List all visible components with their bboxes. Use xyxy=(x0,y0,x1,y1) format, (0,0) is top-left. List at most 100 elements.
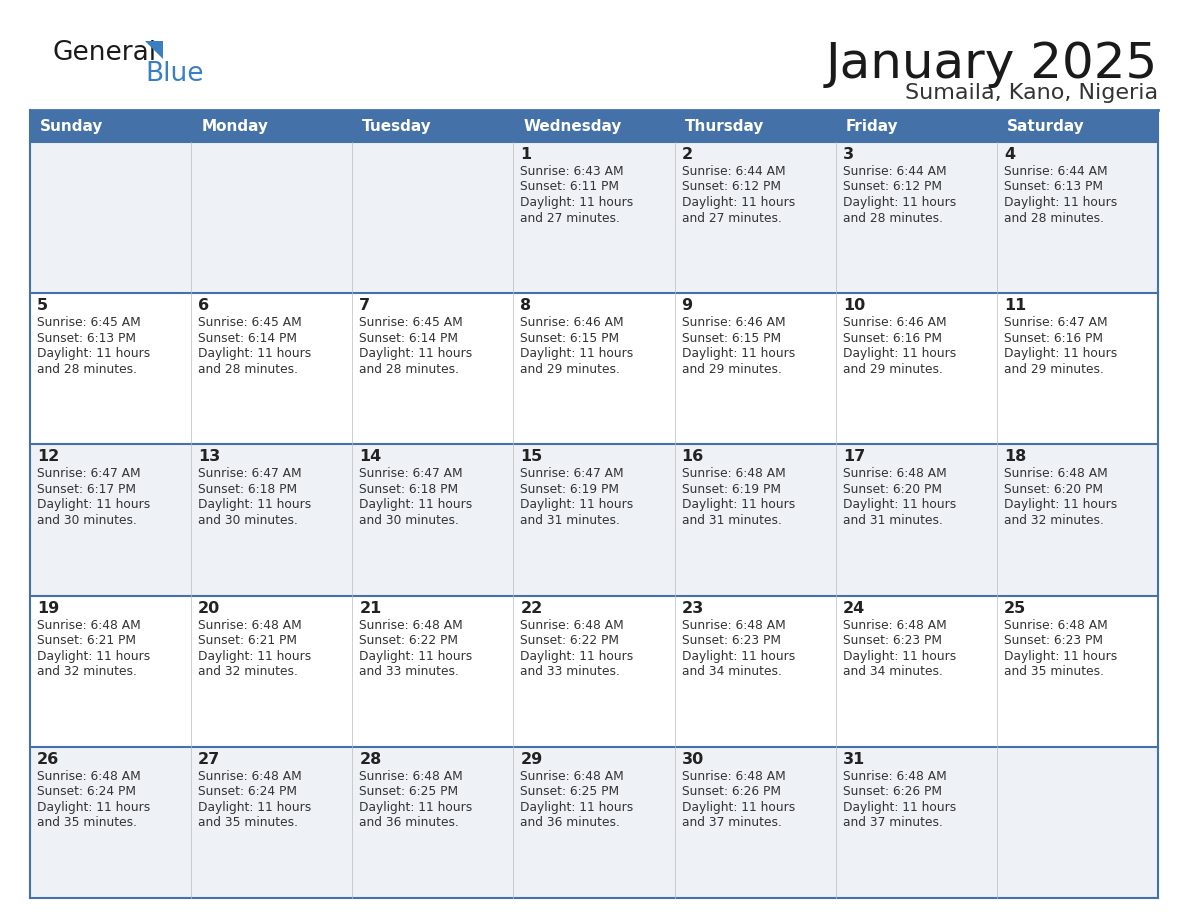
Text: Sunset: 6:12 PM: Sunset: 6:12 PM xyxy=(842,181,942,194)
Text: Daylight: 11 hours: Daylight: 11 hours xyxy=(842,650,956,663)
Text: Sunrise: 6:48 AM: Sunrise: 6:48 AM xyxy=(842,619,947,632)
Text: Sunset: 6:19 PM: Sunset: 6:19 PM xyxy=(520,483,619,496)
Text: Daylight: 11 hours: Daylight: 11 hours xyxy=(842,196,956,209)
Text: Sunset: 6:18 PM: Sunset: 6:18 PM xyxy=(359,483,459,496)
Text: 22: 22 xyxy=(520,600,543,616)
Text: and 31 minutes.: and 31 minutes. xyxy=(682,514,782,527)
Text: and 27 minutes.: and 27 minutes. xyxy=(520,211,620,225)
Text: and 31 minutes.: and 31 minutes. xyxy=(842,514,942,527)
Text: Sunset: 6:19 PM: Sunset: 6:19 PM xyxy=(682,483,781,496)
Text: Blue: Blue xyxy=(145,61,203,87)
Polygon shape xyxy=(145,41,163,59)
Text: Sunrise: 6:48 AM: Sunrise: 6:48 AM xyxy=(682,619,785,632)
Text: Sunrise: 6:47 AM: Sunrise: 6:47 AM xyxy=(198,467,302,480)
Bar xyxy=(513,142,675,293)
Text: 6: 6 xyxy=(198,298,209,313)
Text: Daylight: 11 hours: Daylight: 11 hours xyxy=(682,800,795,813)
Text: and 28 minutes.: and 28 minutes. xyxy=(37,363,137,375)
Text: 8: 8 xyxy=(520,298,531,313)
Bar xyxy=(835,110,997,142)
Text: 30: 30 xyxy=(682,752,703,767)
Text: and 35 minutes.: and 35 minutes. xyxy=(198,816,298,829)
Text: Daylight: 11 hours: Daylight: 11 hours xyxy=(682,347,795,360)
Text: Sunrise: 6:48 AM: Sunrise: 6:48 AM xyxy=(198,619,302,632)
Text: 24: 24 xyxy=(842,600,865,616)
Bar xyxy=(30,747,191,898)
Bar xyxy=(353,444,513,596)
Text: Sunrise: 6:44 AM: Sunrise: 6:44 AM xyxy=(842,165,947,178)
Text: Daylight: 11 hours: Daylight: 11 hours xyxy=(842,498,956,511)
Text: Daylight: 11 hours: Daylight: 11 hours xyxy=(842,800,956,813)
Text: and 28 minutes.: and 28 minutes. xyxy=(1004,211,1104,225)
Bar xyxy=(835,142,997,293)
Text: Sunrise: 6:45 AM: Sunrise: 6:45 AM xyxy=(198,316,302,330)
Text: and 34 minutes.: and 34 minutes. xyxy=(842,666,942,678)
Bar xyxy=(513,293,675,444)
Bar xyxy=(30,596,191,747)
Text: Sunset: 6:23 PM: Sunset: 6:23 PM xyxy=(682,634,781,647)
Text: Daylight: 11 hours: Daylight: 11 hours xyxy=(1004,196,1117,209)
Text: and 30 minutes.: and 30 minutes. xyxy=(198,514,298,527)
Bar xyxy=(30,293,191,444)
Text: 11: 11 xyxy=(1004,298,1026,313)
Text: Sunset: 6:16 PM: Sunset: 6:16 PM xyxy=(1004,331,1102,344)
Bar xyxy=(30,110,191,142)
Text: 1: 1 xyxy=(520,147,531,162)
Text: Sunset: 6:20 PM: Sunset: 6:20 PM xyxy=(1004,483,1102,496)
Text: and 32 minutes.: and 32 minutes. xyxy=(37,666,137,678)
Text: Daylight: 11 hours: Daylight: 11 hours xyxy=(198,650,311,663)
Text: and 34 minutes.: and 34 minutes. xyxy=(682,666,782,678)
Text: 28: 28 xyxy=(359,752,381,767)
Text: Daylight: 11 hours: Daylight: 11 hours xyxy=(198,800,311,813)
Text: Sunset: 6:16 PM: Sunset: 6:16 PM xyxy=(842,331,942,344)
Bar xyxy=(675,596,835,747)
Text: 25: 25 xyxy=(1004,600,1026,616)
Text: and 33 minutes.: and 33 minutes. xyxy=(520,666,620,678)
Text: Tuesday: Tuesday xyxy=(362,118,432,133)
Text: Monday: Monday xyxy=(201,118,268,133)
Text: Sunset: 6:14 PM: Sunset: 6:14 PM xyxy=(359,331,459,344)
Text: Sunset: 6:24 PM: Sunset: 6:24 PM xyxy=(198,785,297,799)
Text: and 30 minutes.: and 30 minutes. xyxy=(37,514,137,527)
Bar xyxy=(191,596,353,747)
Text: Daylight: 11 hours: Daylight: 11 hours xyxy=(359,650,473,663)
Text: 15: 15 xyxy=(520,450,543,465)
Text: and 32 minutes.: and 32 minutes. xyxy=(198,666,298,678)
Text: Sunrise: 6:48 AM: Sunrise: 6:48 AM xyxy=(359,770,463,783)
Text: Sunrise: 6:48 AM: Sunrise: 6:48 AM xyxy=(520,619,624,632)
Text: 14: 14 xyxy=(359,450,381,465)
Text: 29: 29 xyxy=(520,752,543,767)
Text: Sunrise: 6:48 AM: Sunrise: 6:48 AM xyxy=(682,770,785,783)
Text: Sunset: 6:22 PM: Sunset: 6:22 PM xyxy=(520,634,619,647)
Text: Daylight: 11 hours: Daylight: 11 hours xyxy=(682,498,795,511)
Text: and 29 minutes.: and 29 minutes. xyxy=(1004,363,1104,375)
Text: and 36 minutes.: and 36 minutes. xyxy=(520,816,620,829)
Text: and 29 minutes.: and 29 minutes. xyxy=(520,363,620,375)
Text: Sunrise: 6:45 AM: Sunrise: 6:45 AM xyxy=(37,316,140,330)
Text: Sunset: 6:23 PM: Sunset: 6:23 PM xyxy=(1004,634,1102,647)
Text: Daylight: 11 hours: Daylight: 11 hours xyxy=(359,800,473,813)
Text: Daylight: 11 hours: Daylight: 11 hours xyxy=(1004,498,1117,511)
Text: Sunset: 6:18 PM: Sunset: 6:18 PM xyxy=(198,483,297,496)
Bar xyxy=(513,596,675,747)
Text: Saturday: Saturday xyxy=(1007,118,1085,133)
Text: Sunrise: 6:45 AM: Sunrise: 6:45 AM xyxy=(359,316,463,330)
Text: 21: 21 xyxy=(359,600,381,616)
Text: Daylight: 11 hours: Daylight: 11 hours xyxy=(842,347,956,360)
Text: Sunrise: 6:47 AM: Sunrise: 6:47 AM xyxy=(37,467,140,480)
Text: Sunrise: 6:48 AM: Sunrise: 6:48 AM xyxy=(842,770,947,783)
Bar xyxy=(191,444,353,596)
Text: Sunset: 6:21 PM: Sunset: 6:21 PM xyxy=(198,634,297,647)
Text: Sunset: 6:26 PM: Sunset: 6:26 PM xyxy=(682,785,781,799)
Text: 26: 26 xyxy=(37,752,59,767)
Bar xyxy=(353,142,513,293)
Bar xyxy=(835,444,997,596)
Text: Sunrise: 6:47 AM: Sunrise: 6:47 AM xyxy=(1004,316,1107,330)
Bar xyxy=(675,293,835,444)
Text: Sunrise: 6:48 AM: Sunrise: 6:48 AM xyxy=(520,770,624,783)
Text: 2: 2 xyxy=(682,147,693,162)
Text: Daylight: 11 hours: Daylight: 11 hours xyxy=(682,650,795,663)
Text: Daylight: 11 hours: Daylight: 11 hours xyxy=(520,650,633,663)
Text: 27: 27 xyxy=(198,752,221,767)
Text: Sunset: 6:15 PM: Sunset: 6:15 PM xyxy=(520,331,620,344)
